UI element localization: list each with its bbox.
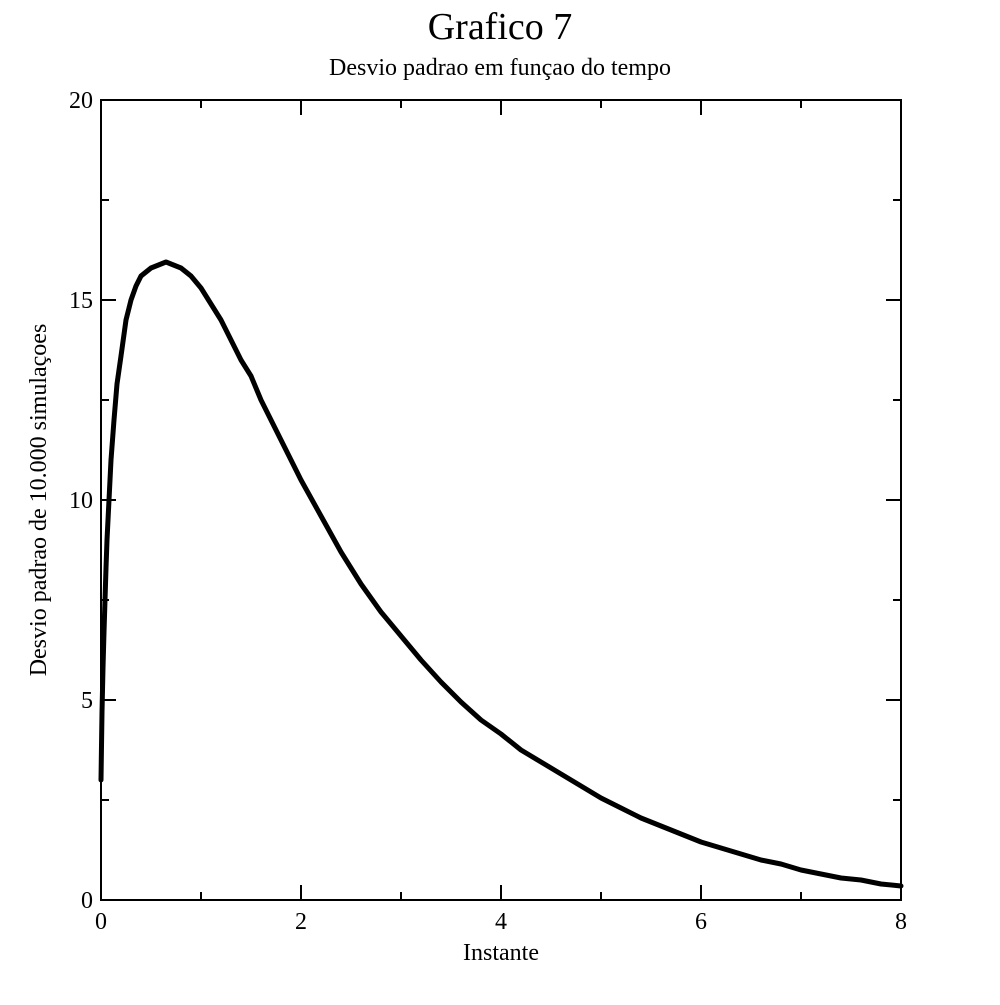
x-tick-label: 2 — [295, 909, 307, 935]
x-tick-label: 8 — [895, 909, 907, 935]
y-tick-label: 15 — [69, 288, 93, 314]
chart-title: Grafico 7 — [428, 6, 573, 48]
chart-subtitle: Desvio padrao em funçao do tempo — [329, 55, 671, 81]
plot-area-frame — [100, 99, 902, 901]
x-tick-label: 0 — [95, 909, 107, 935]
x-tick-label: 4 — [495, 909, 507, 935]
y-tick-label: 20 — [69, 88, 93, 114]
y-tick-label: 5 — [81, 688, 93, 714]
y-tick-label: 0 — [81, 888, 93, 914]
y-axis-label: Desvio padrao de 10.000 simulaçoes — [26, 324, 52, 677]
x-tick-label: 6 — [695, 909, 707, 935]
x-axis-label: Instante — [463, 940, 539, 966]
series-line — [98, 259, 904, 889]
axis-ticks — [100, 99, 902, 901]
y-tick-label: 10 — [69, 488, 93, 514]
axis-tick-labels: 0 2 4 6 8 0 5 10 15 20 — [69, 88, 907, 935]
